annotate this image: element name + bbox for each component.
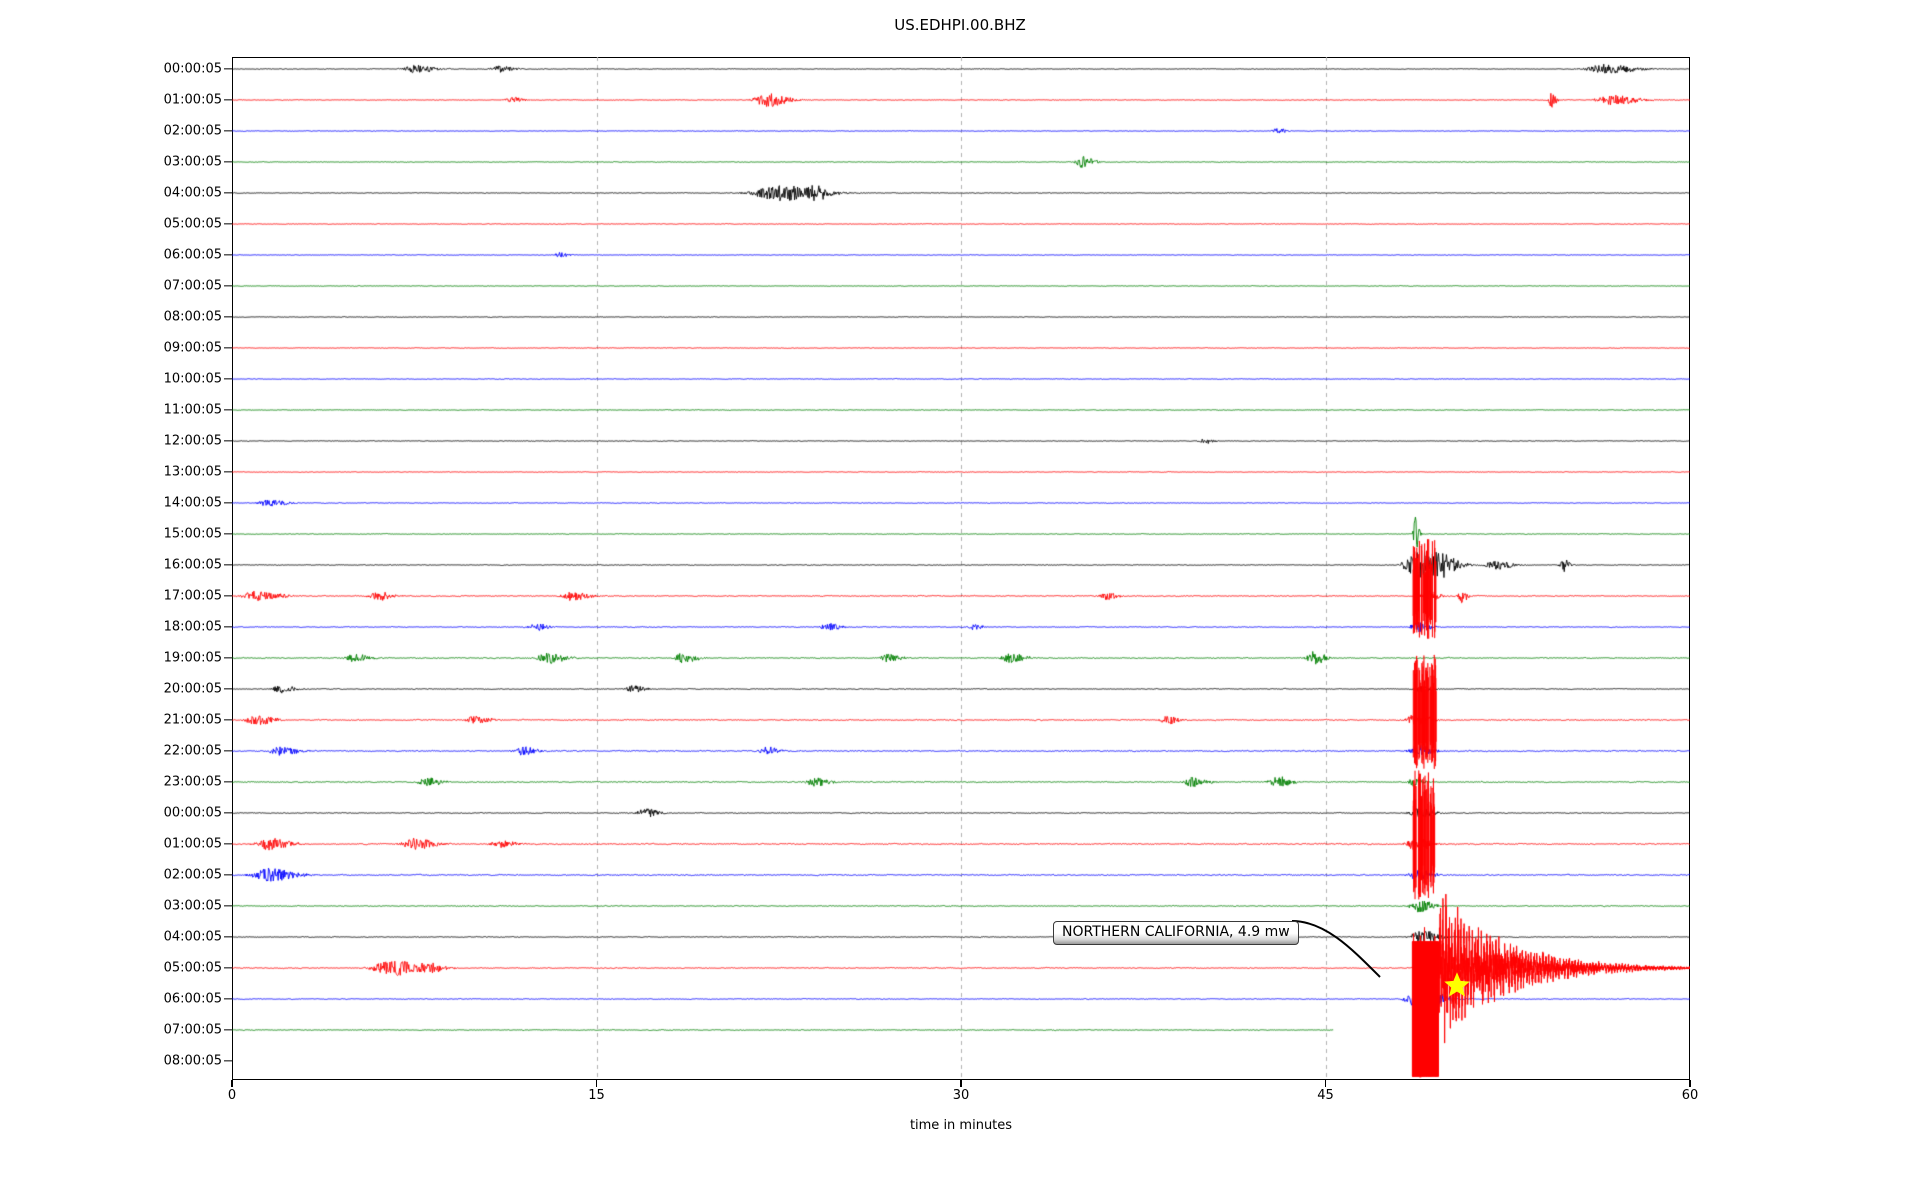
y-axis-tick-label: 10:00:05 — [163, 371, 222, 387]
y-axis-tick-label: 02:00:05 — [163, 123, 222, 139]
y-axis-tick-label: 00:00:05 — [163, 805, 222, 821]
y-axis-tick-mark — [224, 68, 232, 70]
y-axis-tick-label: 19:00:05 — [163, 650, 222, 666]
y-axis-tick-mark — [224, 533, 232, 535]
y-axis-tick-label: 17:00:05 — [163, 588, 222, 604]
x-axis-tick-label: 0 — [227, 1088, 237, 1103]
y-axis-tick-label: 16:00:05 — [163, 557, 222, 573]
y-axis-tick-mark — [224, 688, 232, 690]
y-axis-tick-mark — [224, 719, 232, 721]
y-axis-tick-label: 07:00:05 — [163, 1022, 222, 1038]
y-axis-tick-label: 02:00:05 — [163, 867, 222, 883]
y-axis-tick-label: 21:00:05 — [163, 712, 222, 728]
y-axis-tick-label: 01:00:05 — [163, 92, 222, 108]
y-axis-tick-mark — [224, 781, 232, 783]
y-axis-tick-label: 15:00:05 — [163, 526, 222, 542]
y-axis-tick-label: 14:00:05 — [163, 495, 222, 511]
x-axis-label: time in minutes — [909, 1118, 1013, 1133]
y-axis-tick-mark — [224, 595, 232, 597]
y-axis-tick-mark — [224, 285, 232, 287]
y-axis-tick-mark — [224, 750, 232, 752]
y-axis-tick-mark — [224, 471, 232, 473]
y-axis-tick-label: 23:00:05 — [163, 774, 222, 790]
y-axis-tick-mark — [224, 626, 232, 628]
x-axis-tick-label: 15 — [588, 1088, 605, 1103]
y-axis-tick-mark — [224, 967, 232, 969]
y-axis-tick-label: 12:00:05 — [163, 433, 222, 449]
y-axis-tick-label: 22:00:05 — [163, 743, 222, 759]
y-axis-tick-label: 05:00:05 — [163, 960, 222, 976]
y-axis-tick-label: 00:00:05 — [163, 61, 222, 77]
x-axis-tick-mark — [960, 1080, 962, 1087]
x-axis-tick-label: 45 — [1317, 1088, 1334, 1103]
y-axis-tick-mark — [224, 1060, 232, 1062]
y-axis-tick-label: 03:00:05 — [163, 898, 222, 914]
y-axis-tick-label: 01:00:05 — [163, 836, 222, 852]
y-axis-tick-mark — [224, 812, 232, 814]
y-axis-tick-label: 13:00:05 — [163, 464, 222, 480]
y-axis-tick-label: 08:00:05 — [163, 1053, 222, 1069]
x-axis-tick-label: 30 — [952, 1088, 970, 1103]
y-axis-tick-mark — [224, 192, 232, 194]
y-axis-tick-mark — [224, 905, 232, 907]
y-axis-tick-mark — [224, 843, 232, 845]
x-axis-tick-mark — [1324, 1080, 1327, 1087]
y-axis-tick-label: 11:00:05 — [163, 402, 222, 418]
x-axis-tick-mark — [1689, 1080, 1691, 1087]
y-axis-tick-mark — [224, 130, 232, 132]
y-axis-tick-label: 06:00:05 — [163, 991, 222, 1007]
y-axis-tick-label: 09:00:05 — [163, 340, 222, 356]
y-axis-tick-mark — [224, 378, 232, 380]
y-axis-tick-label: 18:00:05 — [163, 619, 222, 635]
y-axis-tick-label: 06:00:05 — [163, 247, 222, 263]
x-axis-tick-label: 60 — [1681, 1088, 1699, 1103]
y-axis-tick-mark — [224, 347, 232, 349]
y-axis-tick-mark — [224, 223, 232, 225]
y-axis-tick-labels: 00:00:05 01:00:05 02:00:05 03:00:05 04:00:05… — [0, 0, 222, 1200]
y-axis-tick-mark — [224, 161, 232, 163]
y-axis-tick-label: 20:00:05 — [163, 681, 222, 697]
y-axis-tick-mark — [224, 254, 232, 256]
y-axis-tick-mark — [224, 409, 232, 411]
y-axis-tick-mark — [224, 657, 232, 659]
y-axis-tick-mark — [224, 316, 232, 318]
y-axis-tick-mark — [224, 998, 232, 1000]
y-axis-tick-label: 05:00:05 — [163, 216, 222, 232]
y-axis-tick-label: 07:00:05 — [163, 278, 222, 294]
y-axis-tick-mark — [224, 936, 232, 938]
y-axis-tick-label: 04:00:05 — [163, 929, 222, 945]
y-axis-tick-mark — [224, 564, 232, 566]
y-axis-tick-label: 08:00:05 — [163, 309, 222, 325]
y-axis-tick-mark — [224, 440, 232, 442]
page-title: US.EDHPI.00.BHZ — [894, 16, 1026, 34]
y-axis-tick-mark — [224, 874, 232, 876]
y-axis-tick-mark — [224, 1029, 232, 1031]
y-axis-tick-label: 03:00:05 — [163, 154, 222, 170]
y-axis-tick-mark — [224, 99, 232, 101]
y-axis-tick-mark — [224, 502, 232, 504]
seismogram-traces-canvas — [232, 57, 1690, 1080]
x-axis-tick-mark — [231, 1080, 233, 1087]
event-annotation-label: NORTHERN CALIFORNIA, 4.9 mw — [1053, 921, 1299, 946]
y-axis-tick-label: 04:00:05 — [163, 185, 222, 201]
x-axis-tick-mark — [595, 1080, 598, 1087]
